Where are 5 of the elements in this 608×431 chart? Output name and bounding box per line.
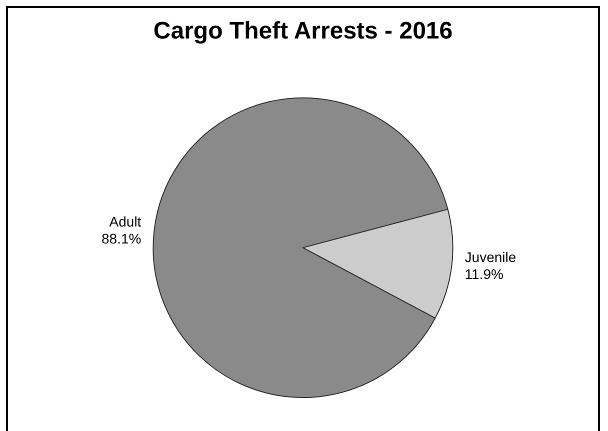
data-label: 88.1%	[102, 230, 142, 247]
data-label: 11.9%	[464, 266, 504, 282]
slice-label: Juvenile	[464, 248, 516, 265]
slice-label: Adult	[109, 214, 142, 230]
chart-title: Cargo Theft Arrests - 2016	[153, 18, 453, 44]
